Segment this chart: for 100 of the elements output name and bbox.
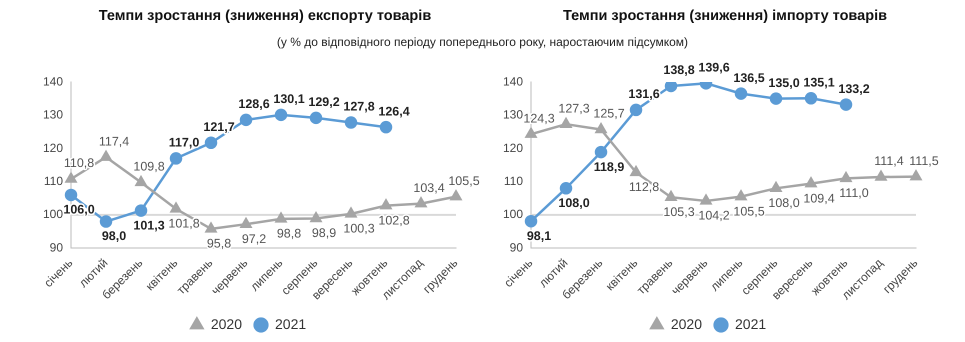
data-label: 111,4	[874, 154, 904, 168]
data-label: 126,4	[378, 104, 410, 118]
point	[100, 150, 112, 161]
point	[524, 214, 538, 228]
data-label: 103,4	[413, 180, 445, 195]
data-label: 105,5	[733, 204, 765, 218]
data-label: 108,0	[558, 196, 590, 210]
point	[380, 120, 392, 134]
data-label: 128,6	[238, 97, 270, 112]
data-label: 111,0	[839, 186, 869, 200]
point	[560, 182, 572, 195]
text: (у % до відповідного періоду попереднього року, наростаючим підсумком)	[276, 35, 690, 49]
data-label: 95,8	[206, 236, 232, 251]
data-label: 109,4	[803, 191, 835, 206]
data-label: 129,2	[308, 95, 340, 110]
point	[345, 208, 357, 218]
point	[275, 212, 287, 223]
y-tick-label: 130	[42, 108, 64, 122]
data-label: 130,1	[273, 92, 305, 106]
data-label: 109,8	[133, 160, 165, 174]
point	[204, 136, 218, 150]
point	[100, 215, 112, 228]
point	[415, 197, 427, 208]
point	[65, 172, 77, 183]
y-tick-label: 100	[502, 207, 524, 222]
y-tick-label: 110	[44, 174, 64, 188]
data-label: 139,6	[698, 60, 730, 75]
point	[310, 212, 322, 222]
point	[525, 128, 537, 138]
legend-label: 2021	[735, 316, 766, 332]
data-label: 133,2	[838, 82, 870, 96]
y-tick-label: 110	[504, 174, 524, 188]
data-label: 110,8	[64, 156, 94, 170]
data-label: 105,5	[448, 174, 480, 188]
chart-title: Темпи зростання (зниження) імпорту товарів	[562, 7, 888, 26]
point	[310, 112, 322, 124]
point	[840, 98, 852, 111]
data-label: 127,8	[343, 100, 375, 114]
data-label: 101,3	[133, 218, 165, 232]
point	[594, 146, 608, 158]
point	[630, 104, 642, 116]
data-label: 97,2	[242, 232, 266, 246]
point	[560, 118, 572, 128]
data-label: 124,3	[523, 111, 555, 126]
data-label: 135,0	[768, 76, 800, 90]
y-tick-label: 90	[510, 240, 524, 254]
point	[240, 218, 252, 228]
point	[910, 170, 922, 180]
data-label: 102,8	[378, 213, 410, 228]
point	[840, 172, 852, 182]
point	[770, 182, 782, 192]
data-label: 98,9	[312, 226, 336, 240]
data-label: 135,1	[803, 75, 835, 90]
data-label: 117,4	[98, 134, 130, 148]
data-label: 101,8	[168, 216, 200, 231]
data-label: 138,8	[663, 63, 695, 78]
point	[205, 222, 217, 233]
point	[630, 166, 642, 176]
point	[595, 123, 607, 134]
point	[665, 191, 677, 202]
point	[700, 194, 712, 205]
y-tick-label: 130	[502, 108, 524, 122]
point	[274, 108, 288, 122]
data-label: 136,5	[733, 70, 765, 85]
data-label: 105,3	[663, 204, 695, 219]
y-tick-label: 120	[42, 140, 64, 155]
point	[380, 199, 392, 210]
y-tick-label: 140	[502, 74, 524, 88]
y-tick-label: 120	[502, 140, 524, 155]
point	[134, 204, 148, 217]
data-label: 117,0	[168, 136, 200, 150]
point	[170, 152, 182, 165]
legend-label: 2020	[670, 316, 702, 332]
point	[450, 190, 462, 200]
y-tick-label: 140	[42, 74, 64, 88]
point	[344, 116, 358, 129]
point	[734, 87, 748, 100]
point	[64, 188, 78, 202]
point	[805, 177, 817, 188]
y-tick-label: 90	[50, 240, 64, 254]
data-label: 112,8	[628, 180, 660, 194]
data-label: 98,0	[102, 229, 126, 244]
point	[664, 82, 678, 92]
y-tick-label: 100	[42, 207, 64, 222]
data-label: 108,0	[768, 196, 800, 210]
point	[770, 92, 782, 105]
data-label: 104,2	[698, 208, 730, 223]
legend-label: 2021	[275, 316, 306, 332]
data-label: 100,3	[343, 222, 375, 236]
point	[135, 176, 147, 186]
point	[735, 190, 747, 200]
data-label: 121,7	[203, 120, 235, 134]
data-label: 125,7	[593, 106, 625, 121]
legend-label: 2020	[210, 316, 242, 332]
point	[875, 170, 887, 181]
point	[170, 202, 182, 213]
data-label: 98,1	[526, 228, 552, 243]
data-label: 98,8	[276, 226, 302, 241]
data-label: 111,5	[909, 154, 939, 168]
point	[804, 92, 818, 105]
